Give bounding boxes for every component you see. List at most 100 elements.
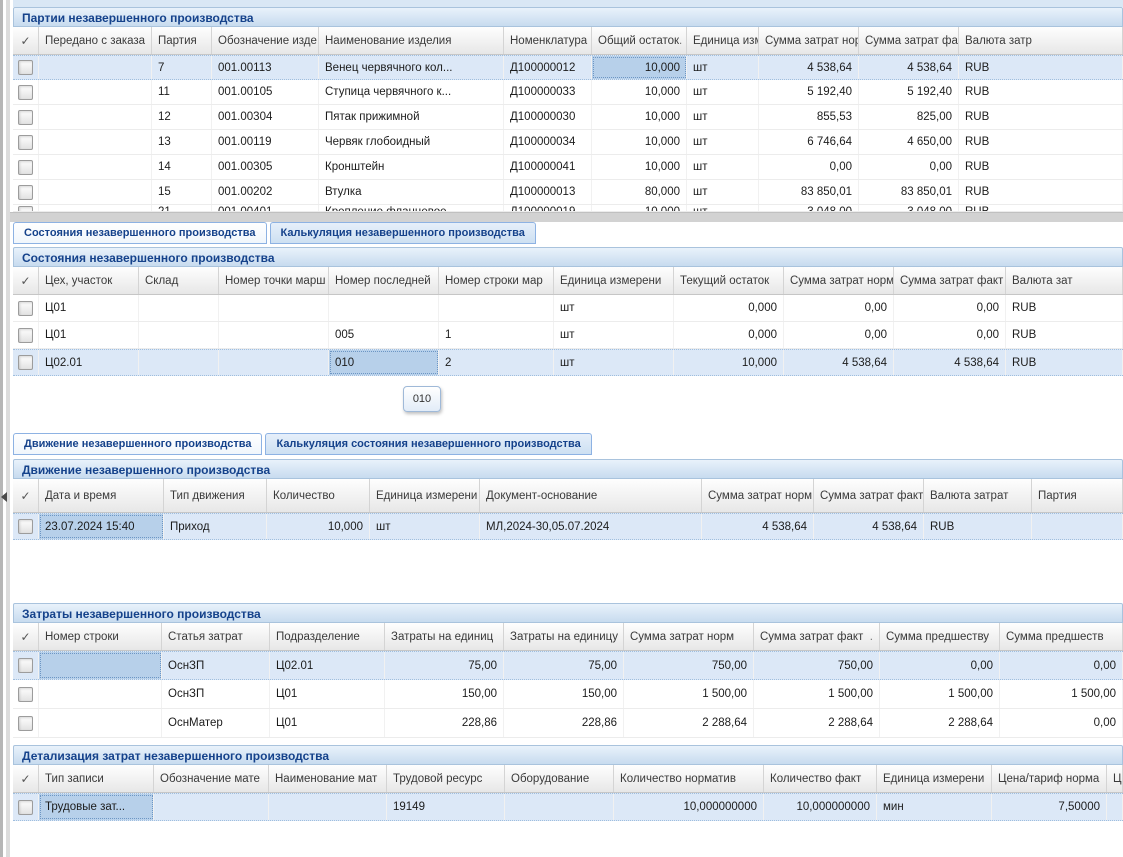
cell-summa-zatrat-fakt[interactable]: 2 288,64 <box>754 709 880 737</box>
cell-oboznachenie-materiala[interactable] <box>154 794 269 820</box>
cell-nomer-stroki-marshruta[interactable] <box>439 295 554 321</box>
cell-summa-zatrat-norm[interactable]: 4 538,64 <box>784 350 894 375</box>
cell-peredano-s-zakaza[interactable] <box>39 105 152 129</box>
table-row[interactable]: Трудовые зат... 19149 10,000000000 10,00000… <box>13 793 1123 821</box>
cell-obshchiy-ostatok[interactable]: 10,000 <box>592 56 687 79</box>
cell-tekushchiy-ostatok[interactable]: 0,000 <box>674 295 784 321</box>
table-row[interactable]: ОснМатер Ц01 228,86 228,86 2 288,64 2 288,64 2… <box>13 709 1123 738</box>
cell-summa-zatrat-norm[interactable]: 0,00 <box>784 322 894 348</box>
col-header-summa-zatrat-fakt[interactable]: Сумма затрат факт <box>894 267 1006 294</box>
cell-trudovoy-resurs[interactable]: 19149 <box>387 794 505 820</box>
cell-obshchiy-ostatok[interactable]: 10,000 <box>592 155 687 179</box>
cell-edinitsa-izmereniya[interactable]: шт <box>370 514 480 539</box>
col-header-kolichestvo-normativ[interactable]: Количество норматив <box>614 765 764 792</box>
cell-summa-predshestv-fakt[interactable]: 0,00 <box>1000 652 1123 679</box>
cell-peredano-s-zakaza[interactable] <box>39 130 152 154</box>
cell-valyuta-zatrat[interactable]: RUB <box>959 105 1123 129</box>
cell-partiya[interactable]: 13 <box>152 130 212 154</box>
col-header-zatraty-na-edinitsu-norm[interactable]: Затраты на единиц <box>385 623 504 650</box>
col-header-naimenovanie-izdeliya[interactable]: Наименование изделия <box>319 27 504 54</box>
cell-partiya[interactable]: 12 <box>152 105 212 129</box>
col-header-summa-zatrat-fakt[interactable]: Сумма затрат факт. <box>754 623 880 650</box>
cell-edinitsa-izmereniya[interactable]: шт <box>687 130 759 154</box>
table-row[interactable]: 14 001.00305 Кронштейн Д100000041 10,000 шт 0,… <box>13 155 1123 180</box>
cell-naimenovanie-izdeliya[interactable]: Ступица червячного к... <box>319 80 504 104</box>
table-row[interactable]: 23.07.2024 15:40 Приход 10,000 шт МЛ,2024-30… <box>13 513 1123 540</box>
cell-summa-predshestv-fakt[interactable]: 1 500,00 <box>1000 680 1123 708</box>
tab-kalkulyaciya-sostoyaniya-nzp[interactable]: Калькуляция состояния незавершенного про… <box>265 433 592 455</box>
tab-sostoyaniya-nzp[interactable]: Состояния незавершенного производства <box>13 222 267 244</box>
col-header-valyuta-zatrat[interactable]: Валюта зат <box>1006 267 1123 294</box>
row-checkbox[interactable] <box>18 109 33 125</box>
col-header-valyuta-zatrat[interactable]: Валюта затр <box>959 27 1123 54</box>
cell-valyuta-zatrat[interactable]: RUB <box>1006 350 1123 375</box>
row-checkbox[interactable] <box>18 715 33 731</box>
select-all-header[interactable]: ✓ <box>13 479 39 512</box>
cell-statya-zatrat[interactable]: ОснЗП <box>162 680 270 708</box>
cell-tseh-uchastok[interactable]: Ц01 <box>39 322 139 348</box>
cell-oboznachenie-izdeliya[interactable]: 001.00304 <box>212 105 319 129</box>
col-header-valyuta-zatrat[interactable]: Валюта затрат <box>924 479 1032 512</box>
col-header-edinitsa-izmereniya[interactable]: Единица измерени <box>554 267 674 294</box>
cell-tseh-uchastok[interactable]: Ц02.01 <box>39 350 139 375</box>
cell-zatraty-na-edinitsu-norm[interactable]: 228,86 <box>385 709 504 737</box>
cell-partiya[interactable]: 15 <box>152 180 212 204</box>
tab-kalkulyaciya-nzp[interactable]: Калькуляция незавершенного производства <box>269 222 536 244</box>
cell-summa-zatrat-fakt[interactable]: 0,00 <box>894 295 1006 321</box>
col-header-partiya[interactable]: Партия <box>1032 479 1123 512</box>
cell-nomer-stroki[interactable] <box>39 709 162 737</box>
cell-naimenovanie-izdeliya[interactable]: Крепление фланцевое <box>319 205 504 211</box>
cell-valyuta-zatrat[interactable]: RUB <box>924 514 1032 539</box>
cell-sklad[interactable] <box>139 350 219 375</box>
cell-partiya[interactable] <box>1032 514 1123 539</box>
row-checkbox[interactable] <box>18 686 33 702</box>
table-row[interactable]: 11 001.00105 Ступица червячного к... Д10000… <box>13 80 1123 105</box>
col-header-nomer-posledney[interactable]: Номер последней <box>329 267 439 294</box>
cell-summa-zatrat-fakt[interactable]: 0,00 <box>859 155 959 179</box>
cell-valyuta-zatrat[interactable]: RUB <box>959 205 1123 211</box>
cell-peredano-s-zakaza[interactable] <box>39 180 152 204</box>
col-header-summa-zatrat-fakt[interactable]: Сумма затрат факт <box>814 479 924 512</box>
cell-edinitsa-izmereniya[interactable]: шт <box>687 56 759 79</box>
col-header-statya-zatrat[interactable]: Статья затрат <box>162 623 270 650</box>
cell-summa-zatrat-fakt[interactable]: 4 538,64 <box>859 56 959 79</box>
cell-edinitsa-izmereniya[interactable]: шт <box>554 322 674 348</box>
col-header-podrazdelenie[interactable]: Подразделение <box>270 623 385 650</box>
cell-nomenklatura[interactable]: Д100000041 <box>504 155 592 179</box>
row-checkbox[interactable] <box>18 658 33 673</box>
cell-valyuta-zatrat[interactable]: RUB <box>1006 322 1123 348</box>
select-all-header[interactable]: ✓ <box>13 623 39 650</box>
cell-peredano-s-zakaza[interactable] <box>39 205 152 211</box>
cell-obshchiy-ostatok[interactable]: 80,000 <box>592 180 687 204</box>
col-header-tsena-tarif-norma[interactable]: Цена/тариф норма <box>992 765 1107 792</box>
col-header-trudovoy-resurs[interactable]: Трудовой ресурс <box>387 765 505 792</box>
cell-naimenovanie-izdeliya[interactable]: Пятак прижимной <box>319 105 504 129</box>
cell-edinitsa-izmereniya[interactable]: шт <box>687 105 759 129</box>
cell-naimenovanie-izdeliya[interactable]: Червяк глобоидный <box>319 130 504 154</box>
cell-summa-zatrat-fakt[interactable]: 750,00 <box>754 652 880 679</box>
col-header-nomenklatura[interactable]: Номенклатура и <box>504 27 592 54</box>
cell-oboznachenie-izdeliya[interactable]: 001.00113 <box>212 56 319 79</box>
row-checkbox[interactable] <box>18 159 33 175</box>
row-checkbox[interactable] <box>18 799 33 815</box>
table-row[interactable]: Ц01 005 1 шт 0,000 0,00 0,00 RUB <box>13 322 1123 349</box>
cell-summa-zatrat-norm[interactable]: 4 538,64 <box>759 56 859 79</box>
cell-nomer-tochki-marshruta[interactable] <box>219 295 329 321</box>
cell-summa-zatrat-norm[interactable]: 6 746,64 <box>759 130 859 154</box>
cell-summa-zatrat-fakt[interactable]: 83 850,01 <box>859 180 959 204</box>
col-header-summa-predshestv-norm[interactable]: Сумма предшеству <box>880 623 1000 650</box>
col-header-partiya[interactable]: Партия <box>152 27 212 54</box>
cell-summa-zatrat-fakt[interactable]: 4 538,64 <box>894 350 1006 375</box>
table-row[interactable]: 7 001.00113 Венец червячного кол... Д100000… <box>13 55 1123 80</box>
cell-tip-dvizheniya[interactable]: Приход <box>164 514 267 539</box>
cell-tsena-tarif-fakt[interactable] <box>1107 794 1123 820</box>
cell-naimenovanie-izdeliya[interactable]: Втулка <box>319 180 504 204</box>
cell-nomenklatura[interactable]: Д100000033 <box>504 80 592 104</box>
col-header-tsena-tarif-fakt[interactable]: Ц <box>1107 765 1123 792</box>
cell-summa-zatrat-norm[interactable]: 0,00 <box>759 155 859 179</box>
cell-podrazdelenie[interactable]: Ц02.01 <box>270 652 385 679</box>
cell-peredano-s-zakaza[interactable] <box>39 80 152 104</box>
cell-valyuta-zatrat[interactable]: RUB <box>959 130 1123 154</box>
cell-peredano-s-zakaza[interactable] <box>39 56 152 79</box>
cell-valyuta-zatrat[interactable]: RUB <box>1006 295 1123 321</box>
